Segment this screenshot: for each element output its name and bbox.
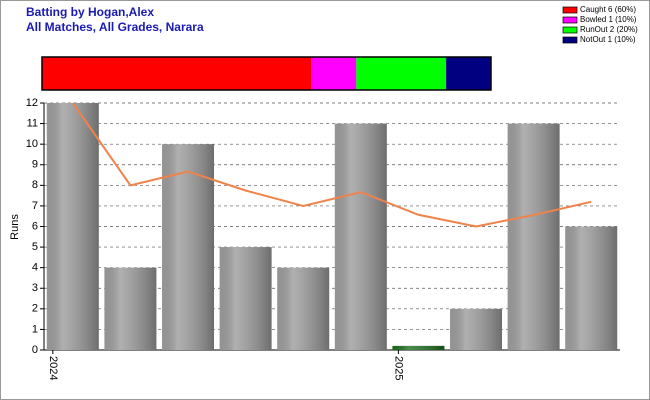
bar-shade bbox=[392, 345, 445, 350]
dismissal-segment bbox=[311, 57, 357, 90]
legend-swatch bbox=[562, 16, 578, 24]
legend-label: NotOut 1 (10%) bbox=[580, 35, 636, 44]
legend-label: Caught 6 (60%) bbox=[580, 5, 636, 14]
bar-shade bbox=[334, 123, 387, 350]
legend-swatch bbox=[562, 6, 578, 14]
dismissal-segment bbox=[42, 57, 312, 90]
y-tick-label: 6 bbox=[32, 220, 38, 232]
y-tick-label: 9 bbox=[32, 159, 38, 171]
average-line bbox=[71, 102, 592, 228]
y-tick-label: 8 bbox=[32, 179, 38, 191]
bar-shade bbox=[565, 226, 618, 350]
y-tick-label: 12 bbox=[26, 97, 38, 109]
y-tick-label: 3 bbox=[32, 282, 38, 294]
y-tick-label: 10 bbox=[26, 138, 38, 150]
bar-shade bbox=[46, 103, 99, 350]
legend-label: RunOut 2 (20%) bbox=[580, 25, 638, 34]
y-tick-label: 11 bbox=[27, 117, 38, 129]
chart-subtitle: All Matches, All Grades, Narara bbox=[26, 20, 204, 34]
bar-shade bbox=[277, 267, 330, 350]
bar-shade bbox=[219, 247, 272, 350]
x-tick-label: 2025 bbox=[392, 356, 404, 380]
dismissal-frame bbox=[41, 56, 492, 91]
y-tick-label: 0 bbox=[32, 344, 38, 356]
dismissal-segment bbox=[356, 57, 447, 90]
legend-swatch bbox=[562, 36, 578, 44]
bar-shade bbox=[162, 144, 214, 350]
y-tick-label: 1 bbox=[32, 323, 38, 335]
bar-shade bbox=[104, 267, 157, 350]
chart-title: Batting by Hogan,Alex bbox=[26, 5, 154, 19]
y-tick-label: 7 bbox=[32, 200, 38, 212]
bar-shade bbox=[450, 308, 502, 350]
legend-swatch bbox=[562, 26, 578, 34]
dismissal-segment bbox=[446, 57, 491, 90]
y-tick-label: 5 bbox=[32, 241, 38, 253]
legend-label: Bowled 1 (10%) bbox=[580, 15, 637, 24]
y-tick-label: 2 bbox=[32, 303, 38, 315]
y-axis-label: Runs bbox=[9, 214, 21, 240]
x-tick-label: 2024 bbox=[47, 356, 59, 380]
y-tick-label: 4 bbox=[32, 262, 38, 274]
bar-shade bbox=[507, 123, 560, 350]
